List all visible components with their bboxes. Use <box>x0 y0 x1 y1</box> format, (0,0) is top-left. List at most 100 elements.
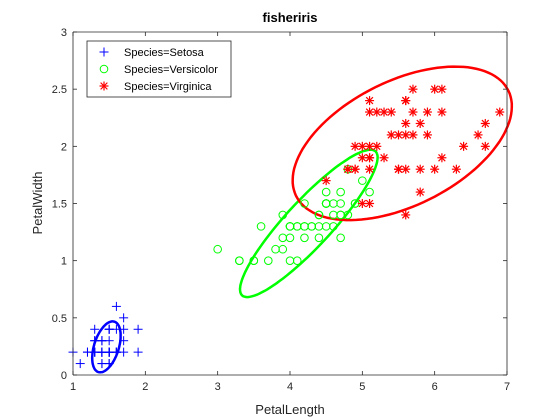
fit-ellipses <box>90 65 514 374</box>
data-point-versicolor <box>358 176 367 185</box>
data-point-setosa <box>119 313 129 323</box>
legend-label-setosa: Species=Setosa <box>124 47 205 59</box>
data-point-versicolor <box>264 256 273 265</box>
legend-entry-virginica: Species=Virginica <box>99 81 212 93</box>
y-tick-label: 1 <box>61 256 67 268</box>
y-tick-label: 2 <box>61 141 67 153</box>
data-point-virginica <box>437 153 447 163</box>
data-point-virginica <box>408 107 418 117</box>
y-tick-label: 1.5 <box>52 199 67 211</box>
legend: Species=Setosa Species=Versicolor Specie… <box>86 40 232 98</box>
data-point-virginica <box>365 107 375 117</box>
y-tick-label: 3 <box>61 27 67 39</box>
data-point-virginica <box>408 130 418 140</box>
data-point-virginica <box>372 141 382 151</box>
data-point-virginica <box>459 141 469 151</box>
legend-marker-symbol <box>99 81 109 91</box>
x-tick-label: 4 <box>287 381 293 393</box>
legend-marker-symbol <box>99 64 109 74</box>
data-point-virginica <box>401 118 411 128</box>
legend-entry-versicolor: Species=Versicolor <box>99 64 218 76</box>
data-point-virginica <box>451 164 461 174</box>
data-point-versicolor <box>249 256 259 265</box>
data-point-versicolor <box>292 256 302 265</box>
data-point-virginica <box>401 130 411 140</box>
x-tick-label: 5 <box>359 381 365 393</box>
data-point-versicolor <box>336 233 345 243</box>
data-markers <box>68 84 505 369</box>
y-axis-label: PetalWidth <box>30 172 45 235</box>
legend-marker-setosa <box>99 47 109 57</box>
chart-title: fisheriris <box>263 10 318 25</box>
y-tick-label: 0 <box>61 370 67 382</box>
data-point-virginica <box>430 164 440 174</box>
data-point-versicolor <box>314 210 324 220</box>
legend-marker-symbol <box>99 47 109 57</box>
data-point-versicolor <box>285 233 295 243</box>
data-point-virginica <box>357 199 367 208</box>
data-point-virginica <box>365 199 375 208</box>
legend-entry-setosa: Species=Setosa <box>99 47 205 59</box>
data-point-virginica <box>480 118 490 128</box>
legend-marker-versicolor <box>99 64 109 74</box>
x-axis-label: PetalLength <box>255 402 324 417</box>
data-point-setosa <box>97 359 107 369</box>
data-point-virginica <box>401 210 411 220</box>
data-point-versicolor <box>336 199 345 208</box>
axes: 1 2 3 4 5 6 7 0 0.5 1 1.5 2 2.5 3 <box>52 27 510 393</box>
data-point-virginica <box>365 96 375 106</box>
data-point-virginica <box>386 130 396 140</box>
data-point-virginica <box>401 96 411 106</box>
data-point-setosa <box>75 359 85 369</box>
x-tick-label: 6 <box>432 381 438 393</box>
data-point-versicolor <box>235 256 244 265</box>
data-point-virginica <box>415 187 425 197</box>
data-point-setosa <box>90 324 100 334</box>
data-point-virginica <box>415 164 425 174</box>
data-point-versicolor <box>256 222 266 231</box>
legend-label-versicolor: Species=Versicolor <box>124 64 218 76</box>
ellipse-versicolor <box>238 148 379 299</box>
ellipse-virginica <box>291 65 514 222</box>
data-point-virginica <box>357 153 367 163</box>
data-point-virginica <box>437 84 447 94</box>
x-tick-label: 1 <box>70 381 76 393</box>
data-point-setosa <box>104 324 114 334</box>
legend-box <box>86 40 232 98</box>
data-point-virginica <box>350 141 360 151</box>
data-point-setosa <box>133 347 143 357</box>
x-tick-label: 3 <box>215 381 221 393</box>
data-point-versicolor <box>300 199 309 208</box>
data-point-virginica <box>350 164 360 174</box>
data-point-virginica <box>495 107 505 117</box>
data-point-virginica <box>372 107 382 117</box>
data-point-versicolor <box>365 187 374 197</box>
data-point-virginica <box>365 164 375 174</box>
data-point-virginica <box>422 130 432 140</box>
data-point-setosa <box>133 324 143 334</box>
data-point-virginica <box>408 84 418 94</box>
data-point-versicolor <box>278 210 288 220</box>
y-tick-label: 0.5 <box>52 313 67 325</box>
y-tick-label: 2.5 <box>52 84 67 96</box>
data-point-setosa <box>97 347 107 357</box>
x-tick-label: 7 <box>504 381 510 393</box>
data-point-virginica <box>321 176 331 186</box>
legend-label-virginica: Species=Virginica <box>124 81 212 93</box>
data-point-setosa <box>119 336 129 346</box>
data-point-versicolor <box>336 187 345 197</box>
ellipse-setosa <box>90 320 122 374</box>
data-point-versicolor <box>329 210 338 220</box>
data-point-virginica <box>473 130 483 140</box>
data-point-setosa <box>111 301 121 311</box>
data-point-versicolor <box>321 199 331 208</box>
data-point-virginica <box>394 164 403 174</box>
data-point-versicolor <box>307 222 317 231</box>
data-point-versicolor <box>292 222 302 231</box>
data-point-virginica <box>480 141 490 151</box>
x-tick-label: 2 <box>142 381 148 393</box>
data-point-versicolor <box>213 244 222 254</box>
legend-marker-virginica <box>99 81 109 91</box>
data-point-virginica <box>386 107 396 117</box>
